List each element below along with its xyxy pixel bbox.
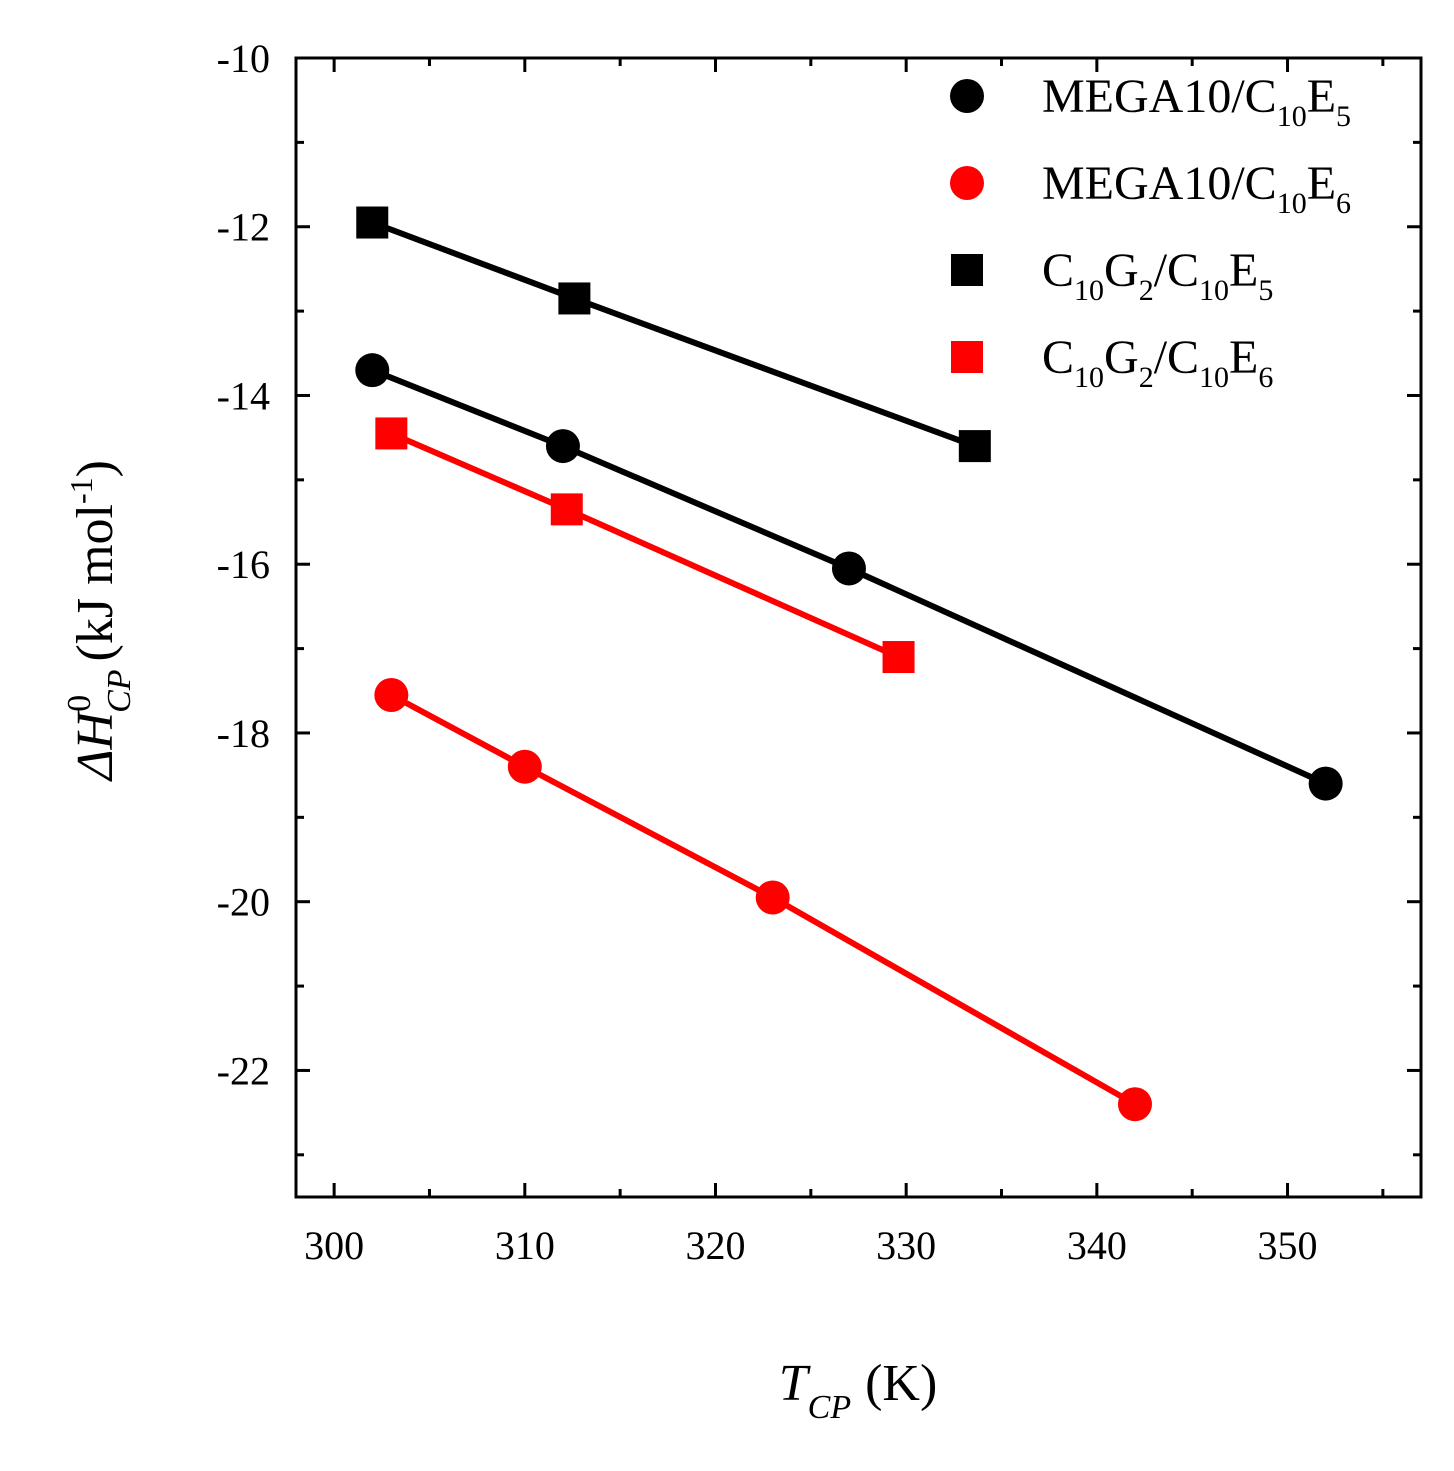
x-tick-label: 330 bbox=[876, 1223, 936, 1268]
data-point bbox=[558, 282, 591, 315]
plot-frame bbox=[294, 56, 1423, 1199]
series-line-1 bbox=[389, 692, 1137, 1107]
series-line-3 bbox=[390, 430, 900, 660]
data-point bbox=[882, 641, 915, 674]
data-point bbox=[355, 353, 390, 388]
y-axis-title-main: ΔH bbox=[67, 709, 124, 782]
series-line-2 bbox=[371, 219, 976, 449]
legend-marker bbox=[951, 254, 983, 286]
y-tick-label: -20 bbox=[217, 880, 270, 925]
data-point bbox=[1308, 766, 1343, 801]
x-axis-title-main: T bbox=[779, 1355, 811, 1412]
legend-marker bbox=[950, 79, 984, 113]
y-axis-title-sup: 0 bbox=[61, 695, 98, 712]
x-axis-title: TCP (K) bbox=[779, 1355, 938, 1426]
legend-label: MEGA10/C10E6 bbox=[1042, 157, 1351, 220]
y-tick-label: -18 bbox=[217, 711, 270, 756]
data-point bbox=[550, 493, 583, 526]
series-line-0 bbox=[371, 367, 1327, 787]
data-point bbox=[958, 430, 991, 463]
data-point bbox=[374, 677, 409, 712]
y-tick-label: -22 bbox=[217, 1048, 270, 1093]
y-tick-label: -14 bbox=[217, 373, 270, 418]
x-axis-title-sub: CP bbox=[808, 1389, 851, 1426]
data-point bbox=[831, 551, 866, 586]
y-axis-title: ΔH0CP (kJ mol-1) bbox=[61, 460, 138, 782]
legend: MEGA10/C10E5 MEGA10/C10E6 C10G2/C10E5 C10G2… bbox=[950, 70, 1351, 394]
x-tick-label: 300 bbox=[304, 1223, 364, 1268]
legend-marker bbox=[950, 166, 984, 200]
x-tick-label: 350 bbox=[1258, 1223, 1318, 1268]
legend-marker bbox=[951, 341, 983, 373]
legend-label: MEGA10/C10E5 bbox=[1042, 70, 1351, 133]
legend-label: C10G2/C10E6 bbox=[1042, 331, 1273, 394]
data-point bbox=[507, 749, 542, 784]
data-point bbox=[755, 880, 790, 915]
y-tick-label: -10 bbox=[217, 36, 270, 81]
y-axis-title-unit-prefix: (kJ mol bbox=[67, 504, 124, 661]
data-point bbox=[356, 206, 389, 239]
data-point bbox=[1117, 1087, 1152, 1122]
y-axis-title-sub: CP bbox=[101, 669, 138, 712]
data-point bbox=[375, 417, 408, 450]
legend-label: C10G2/C10E5 bbox=[1042, 244, 1273, 307]
y-tick-label: -16 bbox=[217, 542, 270, 587]
series-layer bbox=[355, 206, 1343, 1122]
y-axis-title-unit-suffix: ) bbox=[67, 460, 124, 477]
axis-ticks: 300 310 320 330 340 350 -10 -12 -14 -16 -18 -20 -22 bbox=[217, 36, 1421, 1268]
x-tick-label: 340 bbox=[1067, 1223, 1127, 1268]
data-point bbox=[545, 429, 580, 464]
x-axis-title-unit: (K) bbox=[865, 1355, 937, 1412]
y-axis-title-unit-sup: -1 bbox=[63, 477, 99, 504]
y-tick-label: -12 bbox=[217, 205, 270, 250]
x-tick-label: 310 bbox=[495, 1223, 555, 1268]
x-tick-label: 320 bbox=[685, 1223, 745, 1268]
